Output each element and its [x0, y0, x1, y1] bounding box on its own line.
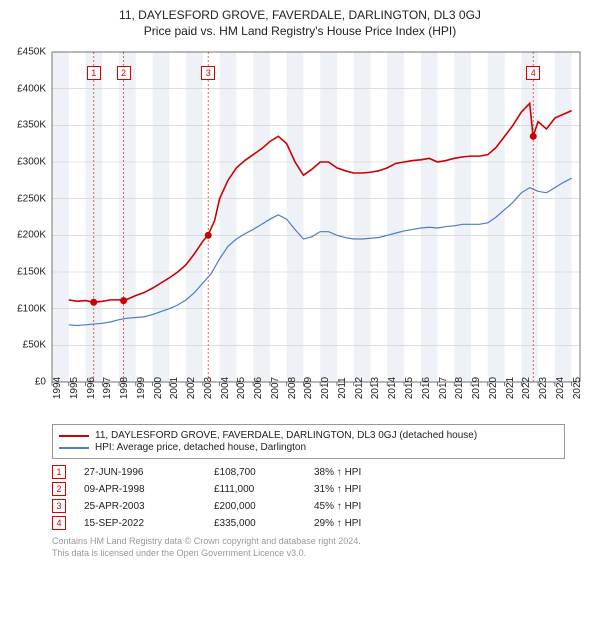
events-table: 1 27-JUN-1996£108,70038% ↑ HPI 2 09-APR-199… — [52, 465, 565, 530]
y-axis-tick: £300K — [17, 157, 46, 168]
event-marker-badge: 4 — [526, 66, 540, 80]
y-axis-tick: £450K — [17, 47, 46, 58]
event-date: 15-SEP-2022 — [84, 518, 214, 529]
event-pct: 45% ↑ HPI — [314, 501, 361, 512]
event-marker-badge: 3 — [201, 66, 215, 80]
event-row: 2 09-APR-1998£111,00031% ↑ HPI — [52, 482, 565, 496]
event-price: £111,000 — [214, 484, 314, 495]
chart-svg — [10, 44, 590, 414]
event-pct: 31% ↑ HPI — [314, 484, 361, 495]
chart-title-address: 11, DAYLESFORD GROVE, FAVERDALE, DARLING… — [10, 8, 590, 22]
legend-item: HPI: Average price, detached house, Darl… — [59, 442, 558, 453]
x-axis-tick: 2020 — [488, 377, 499, 399]
x-axis-tick: 2024 — [555, 377, 566, 399]
event-row: 4 15-SEP-2022£335,00029% ↑ HPI — [52, 516, 565, 530]
event-pct: 38% ↑ HPI — [314, 467, 361, 478]
legend-item: 11, DAYLESFORD GROVE, FAVERDALE, DARLING… — [59, 430, 558, 441]
x-axis-tick: 1999 — [136, 377, 147, 399]
x-axis-tick: 1996 — [86, 377, 97, 399]
event-pct: 29% ↑ HPI — [314, 518, 361, 529]
x-axis-tick: 2011 — [337, 377, 348, 399]
x-axis-tick: 2003 — [203, 377, 214, 399]
event-row: 3 25-APR-2003£200,00045% ↑ HPI — [52, 499, 565, 513]
y-axis-tick: £100K — [17, 303, 46, 314]
x-axis-tick: 1997 — [102, 377, 113, 399]
event-row: 1 27-JUN-1996£108,70038% ↑ HPI — [52, 465, 565, 479]
x-axis-tick: 2010 — [320, 377, 331, 399]
x-axis-tick: 2008 — [287, 377, 298, 399]
x-axis-tick: 2025 — [572, 377, 583, 399]
x-axis-tick: 2004 — [220, 377, 231, 399]
x-axis-tick: 2018 — [454, 377, 465, 399]
event-badge: 1 — [52, 465, 66, 479]
legend-label: HPI: Average price, detached house, Darl… — [95, 442, 306, 453]
legend: 11, DAYLESFORD GROVE, FAVERDALE, DARLING… — [52, 424, 565, 459]
event-price: £335,000 — [214, 518, 314, 529]
x-axis-tick: 2013 — [370, 377, 381, 399]
y-axis-tick: £50K — [23, 340, 46, 351]
x-axis-tick: 1995 — [69, 377, 80, 399]
event-badge: 3 — [52, 499, 66, 513]
event-marker-badge: 1 — [87, 66, 101, 80]
x-axis-tick: 2006 — [253, 377, 264, 399]
legend-swatch — [59, 447, 89, 449]
x-axis-tick: 2001 — [169, 377, 180, 399]
footer-attribution: Contains HM Land Registry data © Crown c… — [52, 536, 565, 559]
event-marker-badge: 2 — [117, 66, 131, 80]
x-axis-tick: 2017 — [438, 377, 449, 399]
y-axis-tick: £150K — [17, 267, 46, 278]
event-date: 25-APR-2003 — [84, 501, 214, 512]
x-axis-tick: 2022 — [521, 377, 532, 399]
x-axis-tick: 2016 — [421, 377, 432, 399]
legend-label: 11, DAYLESFORD GROVE, FAVERDALE, DARLING… — [95, 430, 477, 441]
x-axis-tick: 2009 — [303, 377, 314, 399]
x-axis-tick: 2012 — [354, 377, 365, 399]
y-axis-tick: £350K — [17, 120, 46, 131]
event-date: 27-JUN-1996 — [84, 467, 214, 478]
y-axis-tick: £200K — [17, 230, 46, 241]
x-axis-tick: 1998 — [119, 377, 130, 399]
legend-swatch — [59, 435, 89, 437]
x-axis-tick: 1994 — [52, 377, 63, 399]
event-price: £108,700 — [214, 467, 314, 478]
footer-line: This data is licensed under the Open Gov… — [52, 548, 565, 560]
price-chart: £0 £50K £100K £150K £200K £250K £300K £350K £400… — [10, 44, 590, 414]
x-axis-tick: 2014 — [387, 377, 398, 399]
x-axis-tick: 2019 — [471, 377, 482, 399]
x-axis-tick: 2000 — [153, 377, 164, 399]
x-axis-tick: 2015 — [404, 377, 415, 399]
event-price: £200,000 — [214, 501, 314, 512]
event-date: 09-APR-1998 — [84, 484, 214, 495]
y-axis-tick: £400K — [17, 83, 46, 94]
y-axis-tick: £250K — [17, 193, 46, 204]
x-axis-tick: 2005 — [236, 377, 247, 399]
chart-title-subtitle: Price paid vs. HM Land Registry's House … — [10, 24, 590, 38]
x-axis-tick: 2021 — [505, 377, 516, 399]
event-badge: 4 — [52, 516, 66, 530]
y-axis-tick: £0 — [35, 377, 46, 388]
footer-line: Contains HM Land Registry data © Crown c… — [52, 536, 565, 548]
x-axis-tick: 2002 — [186, 377, 197, 399]
x-axis-tick: 2007 — [270, 377, 281, 399]
event-badge: 2 — [52, 482, 66, 496]
x-axis-tick: 2023 — [538, 377, 549, 399]
